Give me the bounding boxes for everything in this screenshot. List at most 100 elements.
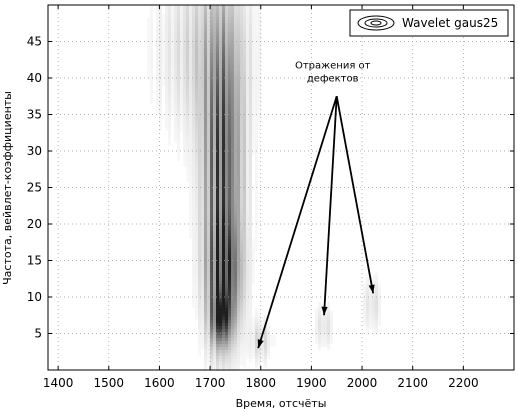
heatmap-cell [246,293,249,296]
heatmap-cell [219,347,222,350]
heatmap-cell [231,152,234,155]
heatmap-cell [204,350,207,353]
heatmap-cell [243,284,246,287]
heatmap-cell [201,20,204,23]
heatmap-cell [204,140,207,143]
heatmap-cell [249,158,252,161]
x-tick-label: 1600 [144,376,175,390]
heatmap-cell [234,287,237,290]
heatmap-cell [252,122,255,125]
heatmap-cell [201,68,204,71]
heatmap-cell [219,260,222,263]
heatmap-cell [189,101,192,104]
heatmap-cell [216,80,219,83]
heatmap-cell [186,53,189,56]
heatmap-cell [222,260,225,263]
heatmap-cell [225,362,228,365]
heatmap-cell [222,56,225,59]
heatmap-cell [216,14,219,17]
heatmap-cell [243,38,246,41]
heatmap-cell [171,11,174,14]
heatmap-cell [207,143,210,146]
heatmap-cell [228,86,231,89]
heatmap-cell [327,338,330,341]
heatmap-cell [207,266,210,269]
heatmap-cell [255,44,258,47]
heatmap-cell [159,17,162,20]
heatmap-cell [195,284,198,287]
heatmap-cell [234,215,237,218]
heatmap-cell [243,29,246,32]
heatmap-cell [168,113,171,116]
heatmap-cell [207,116,210,119]
heatmap-cell [246,206,249,209]
heatmap-cell [273,338,276,341]
heatmap-cell [369,326,372,329]
heatmap-cell [228,50,231,53]
heatmap-cell [222,74,225,77]
heatmap-cell [189,65,192,68]
heatmap-cell [252,254,255,257]
heatmap-cell [378,302,381,305]
heatmap-cell [207,170,210,173]
heatmap-cell [222,119,225,122]
heatmap-cell [249,74,252,77]
heatmap-cell [192,197,195,200]
x-tick-label: 2100 [397,376,428,390]
heatmap-cell [252,50,255,53]
heatmap-cell [171,101,174,104]
heatmap-cell [204,59,207,62]
heatmap-cell [222,131,225,134]
heatmap-cell [213,14,216,17]
heatmap-cell [231,182,234,185]
heatmap-cell [159,110,162,113]
heatmap-cell [234,125,237,128]
heatmap-cell [180,116,183,119]
heatmap-cell [237,29,240,32]
heatmap-cell [246,53,249,56]
heatmap-cell [225,209,228,212]
heatmap-cell [246,158,249,161]
heatmap-cell [168,17,171,20]
heatmap-cell [204,176,207,179]
heatmap-cell [243,20,246,23]
heatmap-cell [213,167,216,170]
heatmap-cell [174,68,177,71]
heatmap-cell [225,23,228,26]
heatmap-cell [225,212,228,215]
annotation-arrowhead [257,339,264,349]
heatmap-cell [231,23,234,26]
heatmap-cell [249,239,252,242]
heatmap-cell [213,8,216,11]
heatmap-cell [192,158,195,161]
heatmap-cell [198,344,201,347]
heatmap-cell [180,50,183,53]
heatmap-cell [198,326,201,329]
heatmap-cell [366,287,369,290]
heatmap-cell [240,272,243,275]
heatmap-cell [243,362,246,365]
heatmap-cell [198,68,201,71]
heatmap-cell [219,134,222,137]
heatmap-cell [237,101,240,104]
heatmap-cell [195,224,198,227]
heatmap-cell [246,35,249,38]
heatmap-cell [210,215,213,218]
heatmap-cell [189,56,192,59]
heatmap-cell [183,56,186,59]
heatmap-cell [240,113,243,116]
heatmap-cell [219,209,222,212]
heatmap-cell [201,23,204,26]
heatmap-cell [171,89,174,92]
heatmap-cell [204,281,207,284]
heatmap-cell [249,218,252,221]
heatmap-cell [159,98,162,101]
heatmap-cell [264,335,267,338]
heatmap-cell [231,98,234,101]
heatmap-cell [372,296,375,299]
heatmap-cell [162,56,165,59]
heatmap-cell [168,20,171,23]
heatmap-cell [150,17,153,20]
heatmap-cell [246,11,249,14]
heatmap-cell [240,8,243,11]
